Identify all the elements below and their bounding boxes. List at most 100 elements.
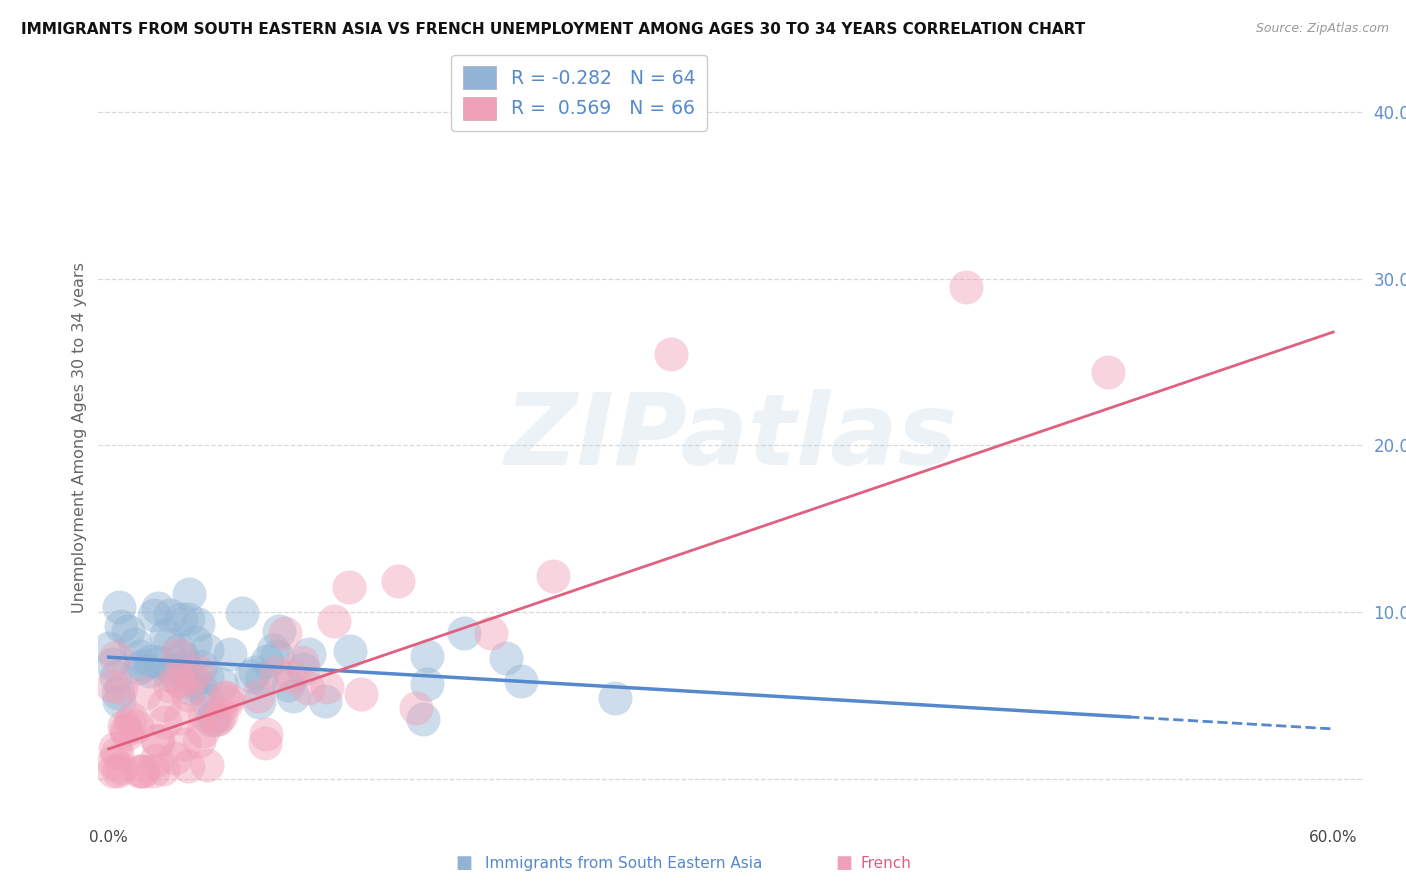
Point	[412, 712, 434, 726]
Point	[97, 641, 120, 656]
Point	[134, 686, 156, 700]
Point	[246, 690, 269, 704]
Point	[179, 681, 201, 695]
Point	[157, 637, 180, 651]
Point	[177, 587, 200, 601]
Point	[256, 654, 278, 668]
Point	[162, 663, 184, 677]
Point	[416, 677, 439, 691]
Point	[659, 347, 682, 361]
Point	[110, 761, 132, 775]
Point	[266, 648, 288, 663]
Point	[172, 649, 194, 664]
Point	[215, 691, 238, 706]
Y-axis label: Unemployment Among Ages 30 to 34 years: Unemployment Among Ages 30 to 34 years	[72, 261, 87, 613]
Text: French: French	[860, 856, 911, 871]
Point	[110, 681, 132, 695]
Point	[128, 661, 150, 675]
Point	[479, 626, 502, 640]
Point	[159, 668, 181, 682]
Point	[145, 732, 167, 747]
Point	[139, 664, 162, 678]
Point	[125, 719, 148, 733]
Point	[274, 626, 297, 640]
Point	[188, 733, 211, 747]
Point	[207, 712, 229, 726]
Point	[153, 714, 176, 729]
Point	[169, 642, 191, 657]
Point	[128, 764, 150, 778]
Point	[453, 626, 475, 640]
Point	[254, 727, 277, 741]
Point	[101, 764, 124, 778]
Point	[495, 651, 517, 665]
Point	[142, 607, 165, 622]
Point	[339, 644, 361, 658]
Point	[219, 648, 242, 662]
Point	[155, 627, 177, 641]
Point	[297, 681, 319, 695]
Point	[541, 569, 564, 583]
Point	[280, 669, 302, 683]
Point	[955, 280, 977, 294]
Point	[190, 658, 212, 673]
Point	[316, 681, 339, 695]
Text: ■: ■	[456, 855, 472, 872]
Point	[195, 643, 218, 657]
Point	[104, 649, 127, 664]
Point	[173, 737, 195, 751]
Point	[190, 682, 212, 697]
Point	[117, 624, 139, 639]
Point	[148, 656, 170, 670]
Point	[249, 695, 271, 709]
Point	[387, 574, 409, 588]
Point	[277, 678, 299, 692]
Point	[104, 670, 127, 684]
Point	[112, 719, 135, 733]
Point	[131, 764, 153, 778]
Point	[174, 657, 197, 672]
Point	[153, 698, 176, 712]
Point	[159, 607, 181, 622]
Point	[298, 647, 321, 661]
Point	[269, 624, 291, 639]
Point	[181, 673, 204, 687]
Point	[245, 665, 267, 679]
Legend: R = -0.282   N = 64, R =  0.569   N = 66: R = -0.282 N = 64, R = 0.569 N = 66	[451, 55, 707, 131]
Point	[183, 635, 205, 649]
Point	[337, 580, 360, 594]
Point	[416, 649, 439, 664]
Point	[191, 724, 214, 739]
Point	[510, 673, 533, 688]
Point	[145, 753, 167, 767]
Point	[405, 701, 427, 715]
Point	[291, 662, 314, 676]
Text: Immigrants from South Eastern Asia: Immigrants from South Eastern Asia	[485, 856, 762, 871]
Point	[115, 726, 138, 740]
Point	[107, 599, 129, 614]
Point	[101, 680, 124, 694]
Point	[101, 657, 124, 671]
Point	[204, 713, 226, 727]
Point	[266, 666, 288, 681]
Point	[108, 694, 131, 708]
Point	[146, 600, 169, 615]
Text: ■: ■	[835, 855, 852, 872]
Point	[187, 664, 209, 678]
Point	[152, 762, 174, 776]
Point	[215, 696, 238, 710]
Point	[177, 612, 200, 626]
Point	[193, 706, 215, 721]
Point	[132, 658, 155, 673]
Point	[209, 708, 232, 723]
Point	[121, 712, 143, 726]
Point	[231, 607, 253, 621]
Point	[603, 690, 626, 705]
Point	[200, 714, 222, 728]
Point	[281, 689, 304, 703]
Text: Source: ZipAtlas.com: Source: ZipAtlas.com	[1256, 22, 1389, 36]
Point	[195, 670, 218, 684]
Point	[167, 648, 190, 662]
Point	[323, 614, 346, 628]
Point	[124, 637, 146, 651]
